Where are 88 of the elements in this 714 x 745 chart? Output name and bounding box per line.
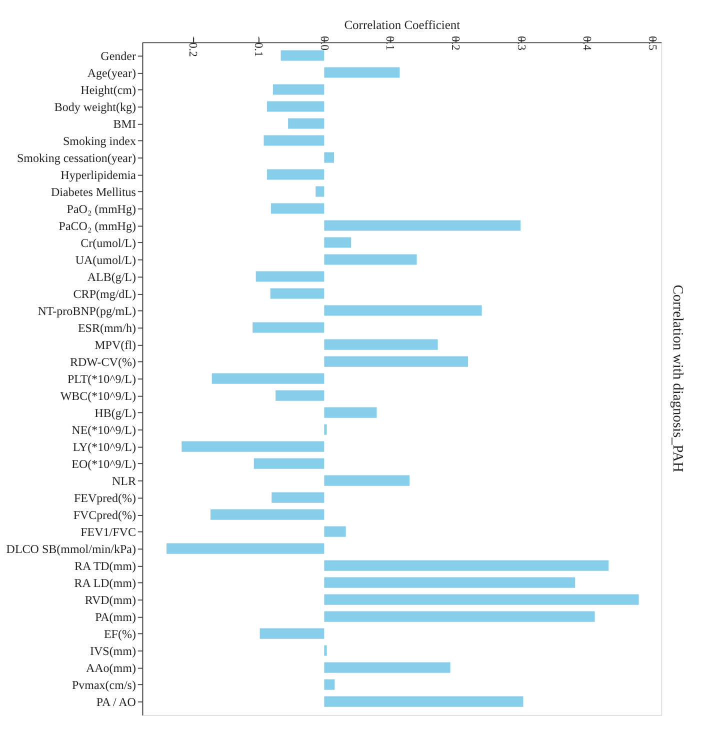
y-tick-label: UA(umol/L)	[75, 252, 136, 267]
bar	[166, 543, 324, 554]
bar	[182, 441, 324, 452]
y-tick-label: EO(*10^9/L)	[72, 456, 136, 471]
bar	[280, 50, 324, 61]
y-tick-label: FEV1/FVC	[80, 524, 136, 539]
x-tick-label: −0.1	[252, 36, 264, 58]
bar	[264, 135, 324, 146]
y-tick-label: WBC(*10^9/L)	[60, 388, 136, 403]
y-tick-label: CRP(mg/dL)	[73, 286, 136, 301]
y-tick-label: Smoking index	[62, 134, 136, 148]
bar	[316, 186, 324, 197]
bar	[256, 271, 324, 282]
y-tick-label: RDW-CV(%)	[70, 354, 136, 369]
bar	[212, 373, 324, 384]
y-tick-label: Height(cm)	[80, 82, 136, 97]
y-tick-label: Smoking cessation(year)	[17, 150, 136, 165]
y-tick-label: NT-proBNP(pg/mL)	[38, 304, 136, 318]
bar	[324, 339, 438, 350]
y-tick-label: NLR	[112, 474, 136, 488]
y-tick-label: FEVpred(%)	[74, 490, 136, 505]
y-tick-label: Gender	[100, 48, 136, 63]
y-tick-label: DLCO SB(mmol/min/kPa)	[6, 542, 136, 556]
bar	[272, 84, 324, 95]
y-tick-label: NE(*10^9/L)	[72, 422, 136, 437]
y-tick-label: Body weight(kg)	[54, 100, 136, 114]
y-tick-label: RA TD(mm)	[74, 558, 136, 573]
x-axis-title: Correlation Coefficient	[344, 18, 461, 32]
bar	[324, 696, 524, 707]
bar	[324, 254, 417, 265]
y-tick-label: MPV(fl)	[94, 338, 136, 352]
bar	[324, 679, 335, 690]
bar	[254, 458, 324, 469]
bar	[324, 305, 482, 316]
bar	[324, 594, 639, 605]
bar	[324, 407, 377, 418]
bar	[324, 645, 327, 656]
y-tick-label: Cr(umol/L)	[80, 236, 136, 250]
x-tick-label: 0.1	[384, 36, 396, 51]
bar	[324, 662, 450, 673]
y-axis-title: Correlation with diagnosis_PAH	[670, 284, 686, 472]
x-tick-label: −0.2	[186, 36, 198, 58]
y-tick-label: BMI	[113, 116, 136, 131]
x-tick-label: 0.3	[514, 36, 527, 51]
y-tick-label: Pvmax(cm/s)	[72, 678, 136, 692]
y-tick-label: PLT(*10^9/L)	[67, 372, 136, 386]
y-tick-label: PA(mm)	[95, 610, 136, 624]
y-tick-label: RA LD(mm)	[74, 576, 136, 590]
bar	[324, 67, 400, 78]
x-tick-label: 0.0	[318, 36, 330, 51]
y-tick-label: LY(*10^9/L)	[72, 440, 136, 454]
bar	[272, 492, 324, 503]
bar	[324, 526, 346, 537]
bar	[288, 118, 324, 129]
y-tick-label: IVS(mm)	[90, 644, 136, 658]
y-tick-label: Diabetes Mellitus	[50, 184, 136, 199]
y-tick-label: HB(g/L)	[94, 406, 136, 420]
bar	[324, 424, 327, 435]
bar	[270, 288, 324, 299]
y-tick-label: EF(%)	[104, 626, 136, 641]
bar	[276, 390, 324, 401]
y-tick-label: PA / AO	[96, 694, 136, 709]
bar	[260, 628, 324, 639]
bar	[324, 220, 521, 231]
bar	[324, 475, 410, 486]
y-tick-label: RVD(mm)	[84, 592, 136, 607]
bar	[324, 560, 609, 571]
y-tick-label: ALB(g/L)	[87, 270, 136, 284]
y-tick-label: ESR(mm/h)	[78, 320, 136, 335]
bar	[324, 152, 334, 163]
bar	[210, 509, 324, 520]
bar	[324, 611, 595, 622]
y-tick-label: Hyperlipidemia	[60, 168, 137, 182]
bar	[267, 169, 324, 180]
y-tick-label: PaCO₂ (mmHg)	[58, 218, 136, 233]
bar	[270, 203, 324, 214]
x-tick-label: 0.4	[580, 36, 593, 51]
y-tick-label: PaO₂ (mmHg)	[66, 202, 136, 216]
y-tick-label: AAo(mm)	[86, 660, 136, 675]
bar	[267, 101, 324, 112]
bar	[324, 577, 576, 588]
y-tick-label: Age(year)	[87, 66, 136, 80]
x-tick-label: 0.2	[449, 36, 462, 51]
bar	[324, 237, 352, 248]
x-tick-label: 0.5	[646, 36, 658, 51]
bar	[252, 322, 324, 333]
bar	[324, 356, 468, 367]
y-tick-label: FVCpred(%)	[73, 508, 136, 522]
